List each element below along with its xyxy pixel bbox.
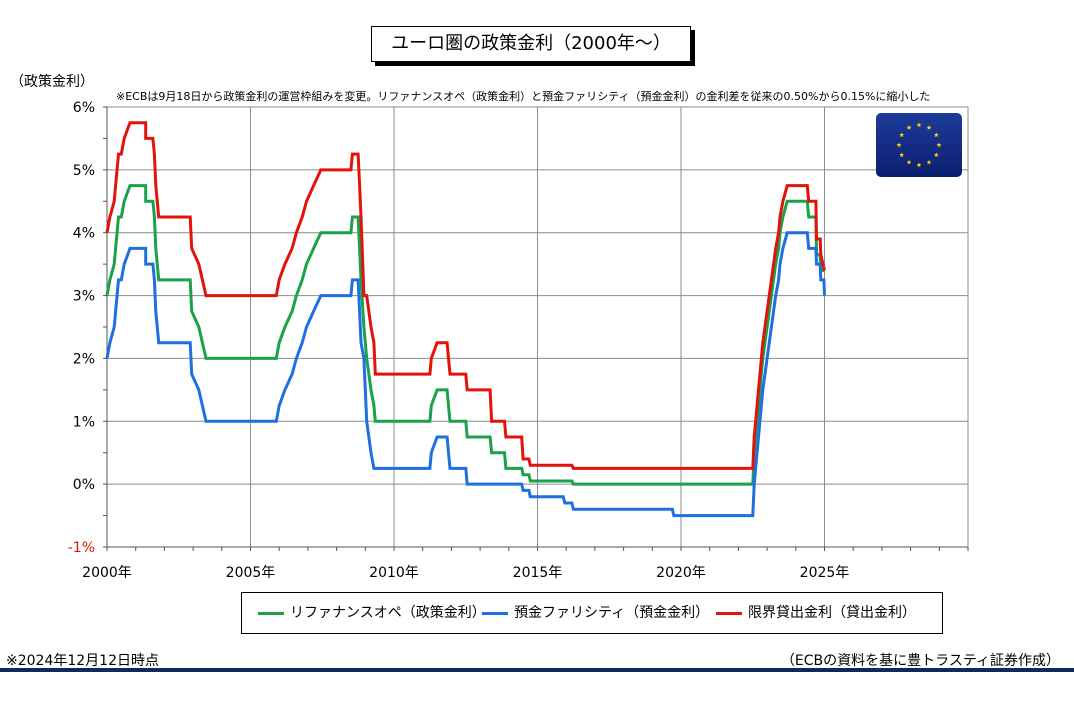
x-tick-label: 2015年	[513, 565, 563, 581]
y-tick-label: -1%	[68, 540, 95, 556]
footer-source: （ECBの資料を基に豊トラスティ証券作成）	[780, 653, 1060, 669]
series-line-3	[105, 121, 826, 470]
series-layer	[105, 121, 826, 518]
series-line-2	[105, 231, 826, 518]
flag-star	[916, 122, 922, 128]
chart-note: ※ECBは9月18日から政策金利の運営枠組みを変更。リファナンスオペ（政策金利）…	[116, 90, 931, 103]
flag-star	[916, 162, 922, 168]
x-tick-label: 2005年	[226, 565, 276, 581]
y-tick-label: 4%	[73, 226, 95, 242]
legend-label-deposit: 預金ファリシティ（預金金利）	[514, 605, 710, 621]
y-tick-label: 3%	[73, 289, 95, 305]
flag-star	[906, 159, 912, 165]
legend-label-lending: 限界貸出金利（貸出金利）	[748, 605, 916, 621]
x-tick-label: 2000年	[82, 565, 132, 581]
flag-star	[899, 152, 905, 158]
flag-star	[933, 152, 939, 158]
y-tick-label: 1%	[73, 414, 95, 430]
series-line-1	[105, 184, 825, 486]
chart-title: ユーロ圏の政策金利（2000年～）	[371, 26, 691, 62]
legend-swatch-refi	[258, 612, 284, 615]
x-tick-label: 2020年	[656, 565, 706, 581]
chart-legend: リファナンスオペ（政策金利） 預金ファリシティ（預金金利） 限界貸出金利（貸出金…	[241, 592, 943, 634]
x-tick-label: 2010年	[369, 565, 419, 581]
flag-star	[896, 142, 902, 148]
flag-star	[906, 125, 912, 130]
y-tick-label: 0%	[73, 477, 95, 493]
grid-layer	[103, 106, 969, 551]
flag-star	[926, 159, 932, 165]
tick-layer: 6% 5% 4% 3% 2% 1% 0% -1% 2000年 2005年 2010年 2015年 202…	[68, 100, 850, 581]
y-axis-label: （政策金利）	[10, 74, 94, 90]
legend-label-refi: リファナンスオペ（政策金利）	[290, 605, 486, 621]
bottom-bar	[0, 668, 1074, 672]
flag-star	[926, 125, 932, 130]
legend-swatch-deposit	[482, 612, 508, 615]
flag-star	[899, 132, 905, 138]
y-tick-label: 6%	[73, 100, 95, 116]
footer-date: ※2024年12月12日時点	[6, 653, 159, 669]
flag-star	[936, 142, 942, 148]
x-tick-label: 2025年	[800, 565, 850, 581]
legend-swatch-lending	[716, 612, 742, 615]
flag-star	[933, 132, 939, 138]
y-tick-label: 5%	[73, 163, 95, 179]
eu-flag-icon	[876, 113, 962, 177]
y-tick-label: 2%	[73, 351, 95, 367]
